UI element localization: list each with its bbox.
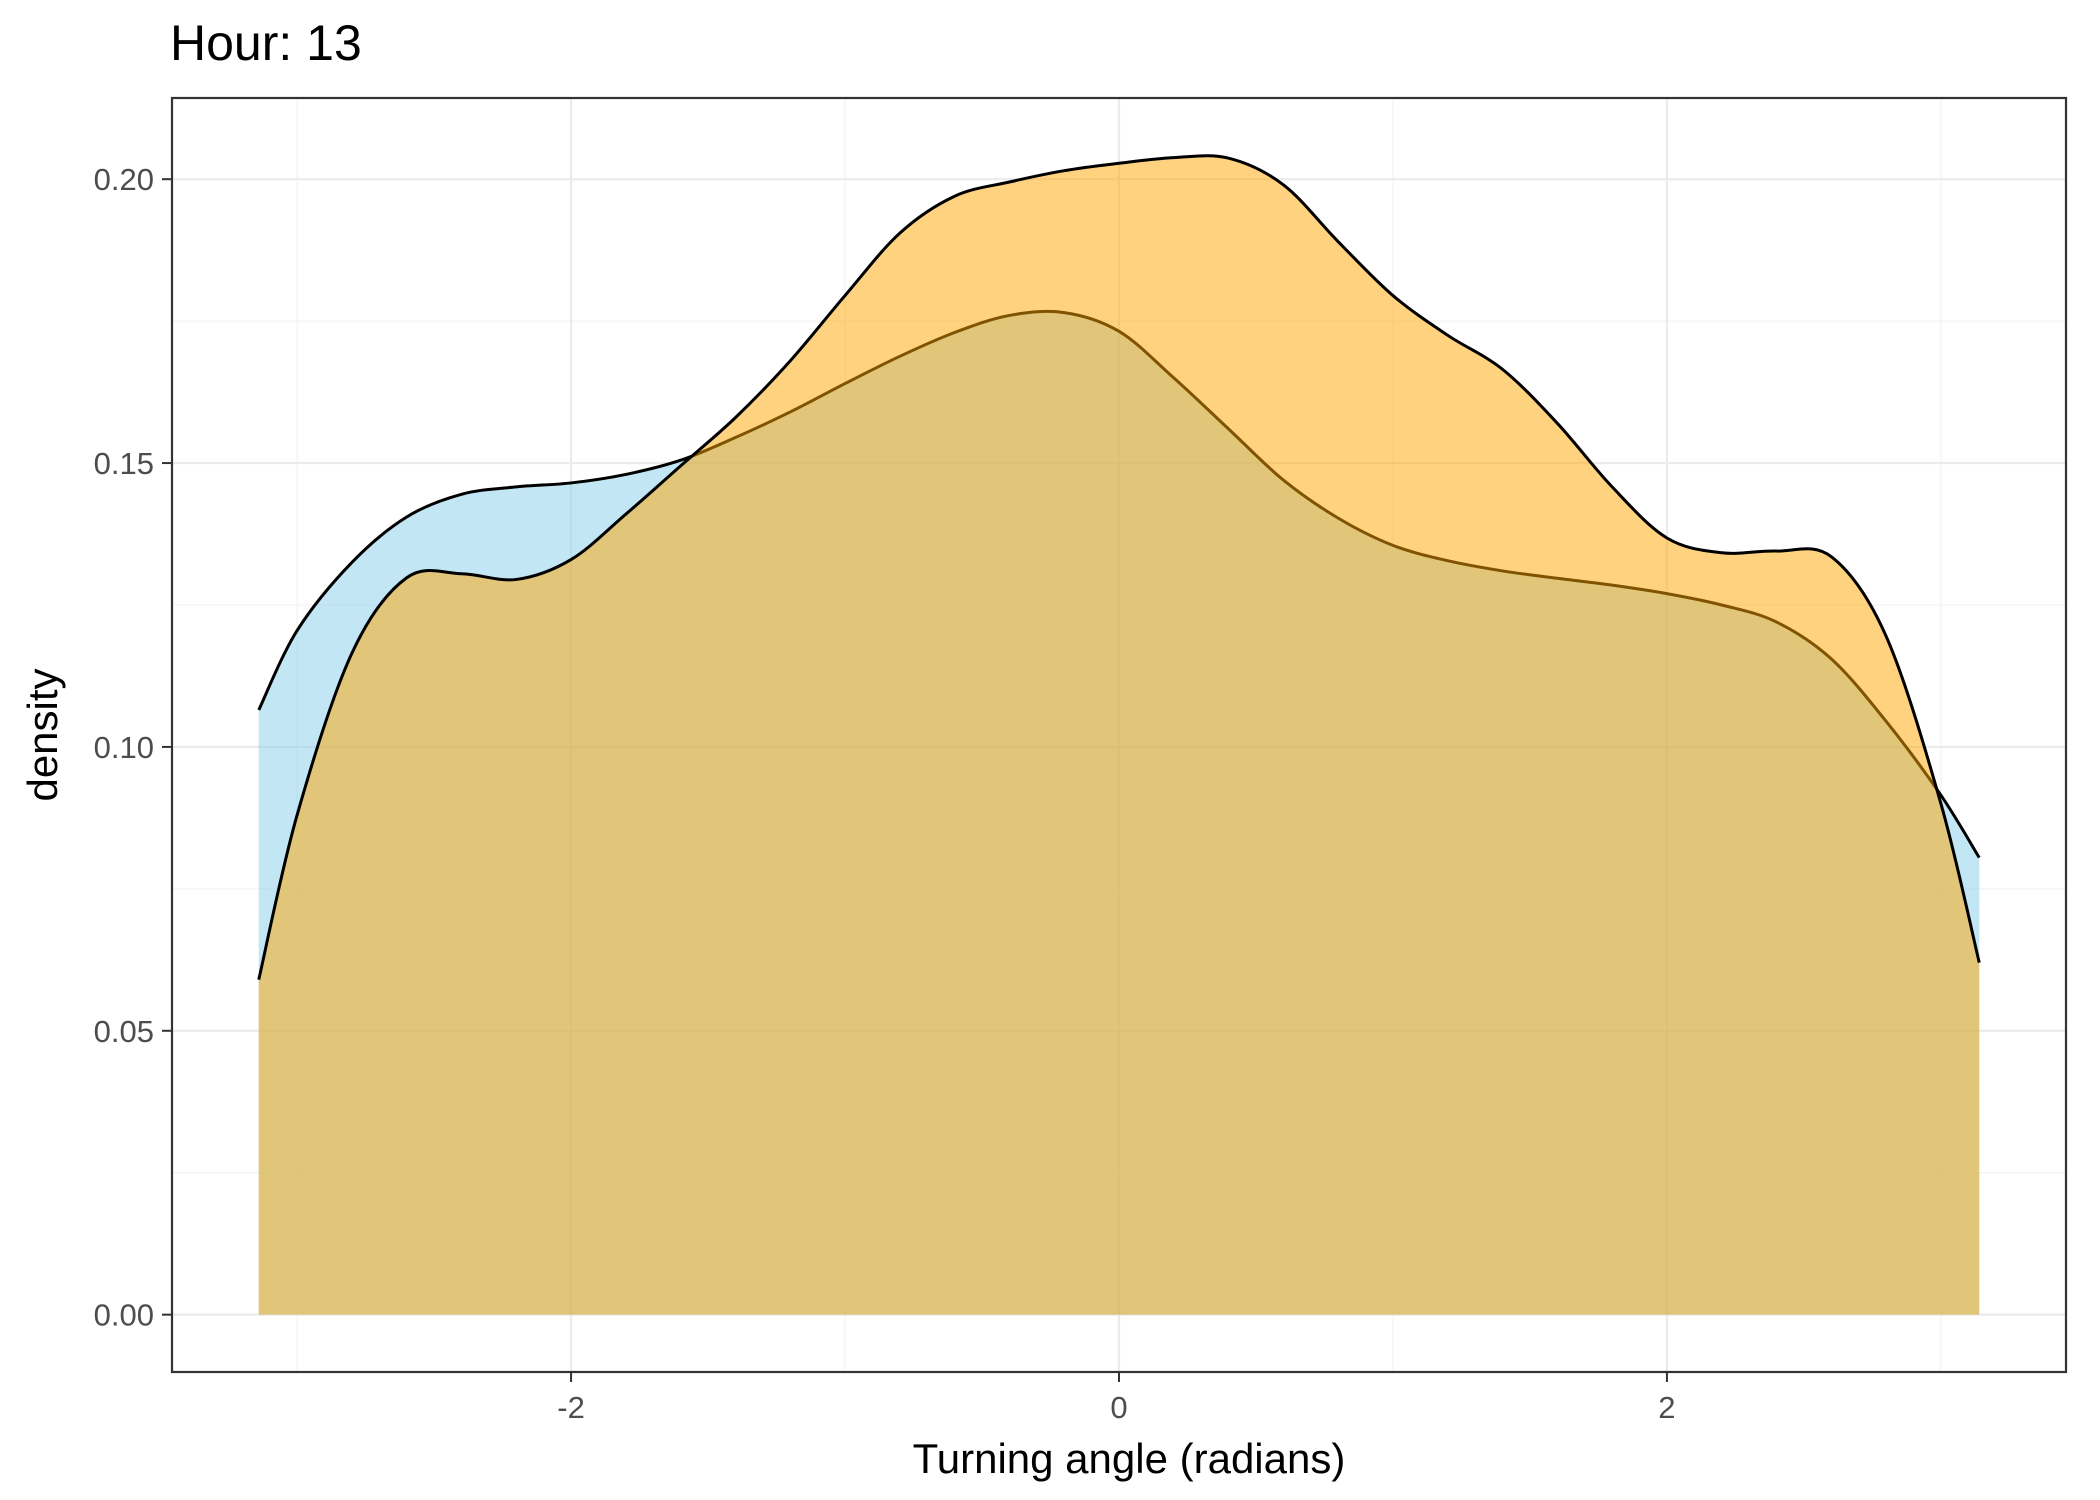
y-tick-label: 0.20	[94, 162, 154, 197]
x-axis: -2 0 2	[557, 1372, 1676, 1425]
y-tick-label: 0.10	[94, 730, 154, 765]
x-tick-label: -2	[557, 1390, 585, 1425]
y-tick-label: 0.05	[94, 1014, 154, 1049]
x-tick-label: 0	[1110, 1390, 1127, 1425]
y-tick-label: 0.15	[94, 446, 154, 481]
density-series-2	[257, 154, 1981, 1315]
chart-title: Hour: 13	[170, 15, 362, 71]
y-axis: 0.00 0.05 0.10 0.15 0.20	[94, 162, 172, 1333]
density-curve-2	[257, 154, 1981, 981]
y-axis-title: density	[19, 668, 66, 801]
density-series	[257, 154, 1981, 1315]
x-axis-title: Turning angle (radians)	[913, 1435, 1346, 1482]
x-tick-label: 2	[1658, 1390, 1675, 1425]
y-tick-label: 0.00	[94, 1298, 154, 1333]
density-area-2	[258, 155, 1980, 1315]
